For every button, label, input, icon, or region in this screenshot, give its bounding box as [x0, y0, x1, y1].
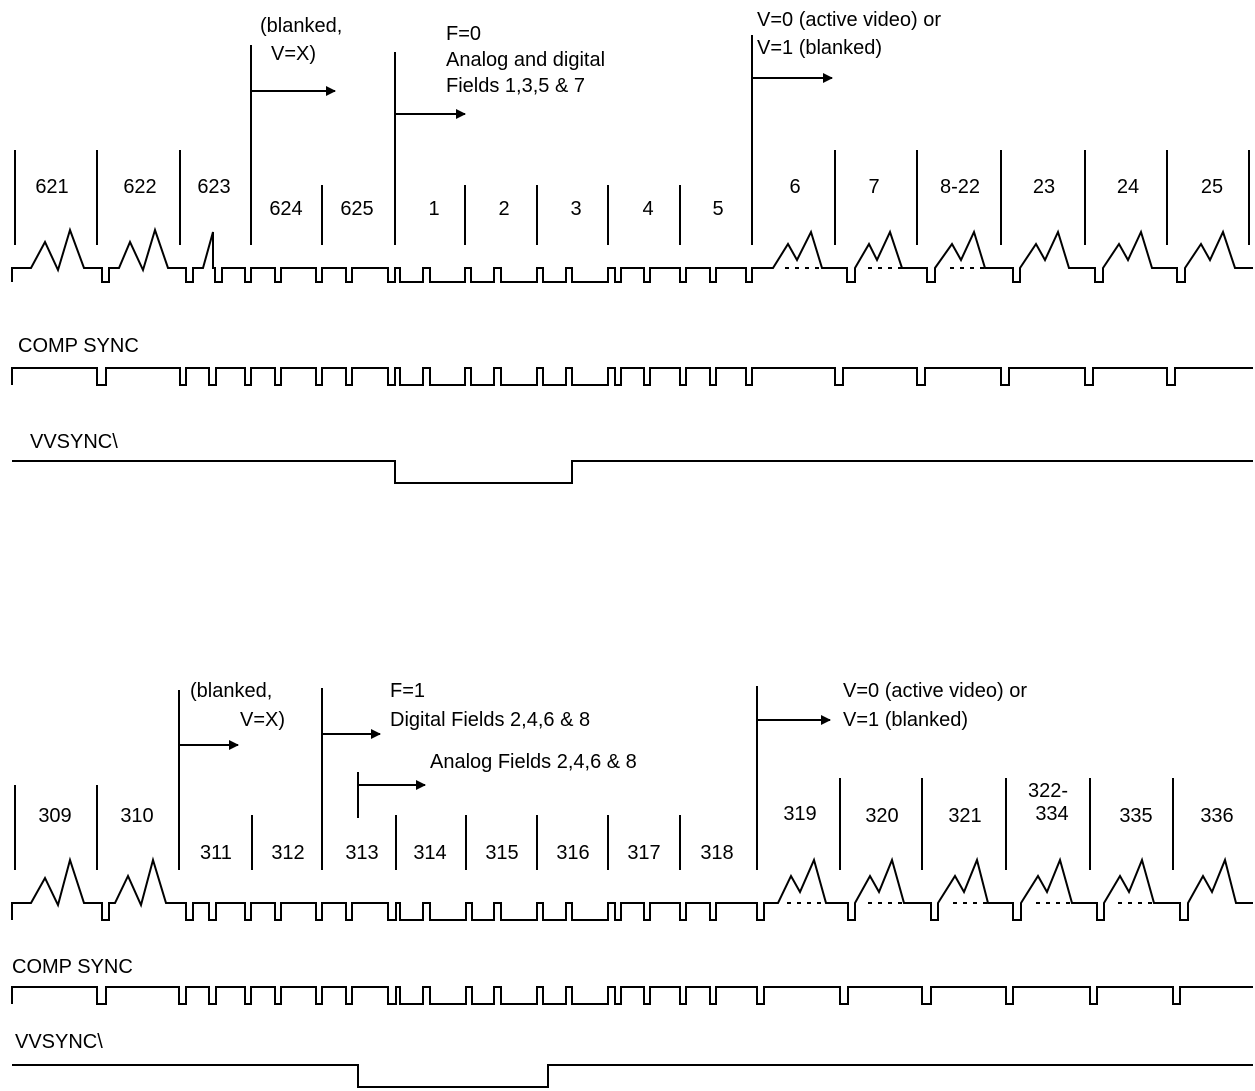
line-number-label: 317	[627, 842, 660, 864]
line-number-label: 5	[712, 198, 723, 220]
line-number-label: 335	[1119, 805, 1152, 827]
line-number-label: 23	[1033, 176, 1055, 198]
line-number-label: 312	[271, 842, 304, 864]
line-number-label: 24	[1117, 176, 1139, 198]
video-waveform	[11, 226, 1253, 283]
line-separators	[14, 778, 1174, 870]
comp-sync-label: COMP SYNC	[18, 335, 139, 357]
line-number-label: 313	[345, 842, 378, 864]
line-number-label: 25	[1201, 176, 1223, 198]
line-number-label: 8-22	[940, 176, 980, 198]
line-number-label: 314	[413, 842, 446, 864]
field-flag-label: F=0	[446, 23, 481, 45]
vvsync-waveform	[12, 1064, 1253, 1088]
line-number-label: 625	[340, 198, 373, 220]
line-number-label: 623	[197, 176, 230, 198]
line-number-label: 322-	[1028, 780, 1068, 802]
blanked-label: (blanked,	[190, 680, 272, 702]
field-desc-label: Fields 1,3,5 & 7	[446, 75, 585, 97]
line-number-label: 624	[269, 198, 302, 220]
v-note-label: V=1 (blanked)	[843, 709, 968, 731]
video-waveform	[11, 856, 1253, 921]
comp-sync-label: COMP SYNC	[12, 956, 133, 978]
line-number-label: 6	[789, 176, 800, 198]
line-number-label: 318	[700, 842, 733, 864]
field-1-panel: 621 622 623 624 625 1 2 3 4 5 6 7 8-22 2…	[11, 9, 1253, 484]
line-number-label: 316	[556, 842, 589, 864]
field-flag-label: F=1	[390, 680, 425, 702]
v-note-label: V=1 (blanked)	[757, 37, 882, 59]
blanked-v-label: V=X)	[271, 43, 316, 65]
line-number-label: 320	[865, 805, 898, 827]
line-number-label: 334	[1035, 803, 1068, 825]
line-number-label: 7	[868, 176, 879, 198]
line-number-label: 321	[948, 805, 981, 827]
line-number-label: 309	[38, 805, 71, 827]
field-desc-label: Analog Fields 2,4,6 & 8	[430, 751, 637, 773]
comp-sync-waveform	[11, 367, 1253, 386]
line-number-label: 311	[200, 842, 232, 864]
field-2-panel: 309 310 311 312 313 314 315 316 317 318 …	[11, 680, 1253, 1088]
v-note-label: V=0 (active video) or	[757, 9, 941, 31]
line-number-label: 2	[498, 198, 509, 220]
line-separators	[14, 150, 1250, 245]
line-number-label: 310	[120, 805, 153, 827]
line-number-label: 622	[123, 176, 156, 198]
vvsync-label: VVSYNC\	[30, 431, 118, 453]
line-number-label: 319	[783, 803, 816, 825]
vvsync-label: VVSYNC\	[15, 1031, 103, 1053]
line-number-label: 621	[35, 176, 68, 198]
line-number-label: 336	[1200, 805, 1233, 827]
line-number-label: 3	[570, 198, 581, 220]
blanked-label: (blanked,	[260, 15, 342, 37]
comp-sync-waveform	[11, 986, 1253, 1005]
line-number-label: 1	[428, 198, 439, 220]
line-number-label: 4	[642, 198, 653, 220]
field-desc-label: Analog and digital	[446, 49, 605, 71]
vvsync-waveform	[12, 460, 1253, 484]
field-desc-label: Digital Fields 2,4,6 & 8	[390, 709, 590, 731]
line-number-label: 315	[485, 842, 518, 864]
v-note-label: V=0 (active video) or	[843, 680, 1027, 702]
blanked-v-label: V=X)	[240, 709, 285, 731]
